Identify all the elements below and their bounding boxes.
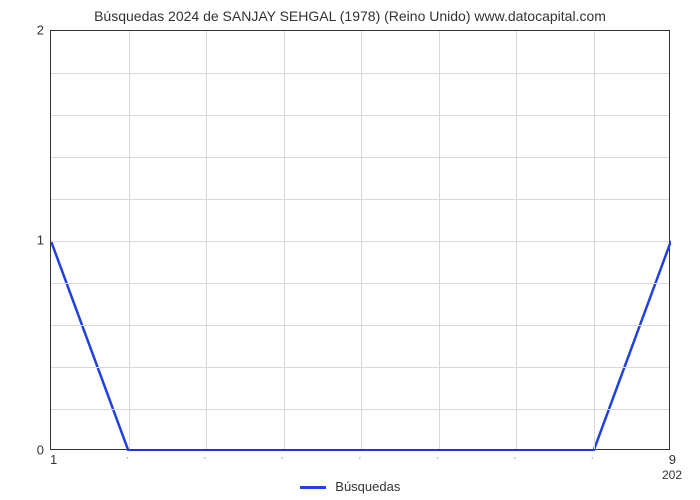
x-tick-mark: · xyxy=(358,452,362,464)
x-axis-max-label: 9 xyxy=(669,452,676,467)
grid-line-horizontal xyxy=(51,157,669,158)
y-axis-tick-label: 0 xyxy=(37,443,44,458)
x-tick-mark: · xyxy=(513,452,517,464)
x-tick-mark: · xyxy=(591,452,595,464)
grid-line-vertical xyxy=(439,31,440,449)
y-axis-tick-label: 2 xyxy=(37,23,44,38)
grid-line-horizontal xyxy=(51,283,669,284)
x-tick-mark: · xyxy=(281,452,285,464)
grid-line-horizontal xyxy=(51,409,669,410)
plot-area xyxy=(50,30,670,450)
chart-title: Búsquedas 2024 de SANJAY SEHGAL (1978) (… xyxy=(0,8,700,24)
grid-line-vertical xyxy=(516,31,517,449)
grid-line-horizontal xyxy=(51,115,669,116)
grid-line-vertical xyxy=(129,31,130,449)
grid-line-vertical xyxy=(594,31,595,449)
grid-line-vertical xyxy=(206,31,207,449)
grid-line-horizontal xyxy=(51,73,669,74)
y-axis-tick-label: 1 xyxy=(37,233,44,248)
grid-line-horizontal xyxy=(51,241,669,242)
x-axis-min-label: 1 xyxy=(50,452,57,467)
grid-line-horizontal xyxy=(51,367,669,368)
grid-line-vertical xyxy=(284,31,285,449)
grid-line-vertical xyxy=(361,31,362,449)
x-tick-mark: · xyxy=(126,452,130,464)
x-tick-mark: · xyxy=(203,452,207,464)
grid-line-horizontal xyxy=(51,199,669,200)
legend: Búsquedas xyxy=(0,479,700,494)
x-tick-mark: · xyxy=(436,452,440,464)
legend-label: Búsquedas xyxy=(335,479,400,494)
grid-line-horizontal xyxy=(51,325,669,326)
legend-swatch xyxy=(300,486,326,489)
chart-container: Búsquedas 2024 de SANJAY SEHGAL (1978) (… xyxy=(0,0,700,500)
